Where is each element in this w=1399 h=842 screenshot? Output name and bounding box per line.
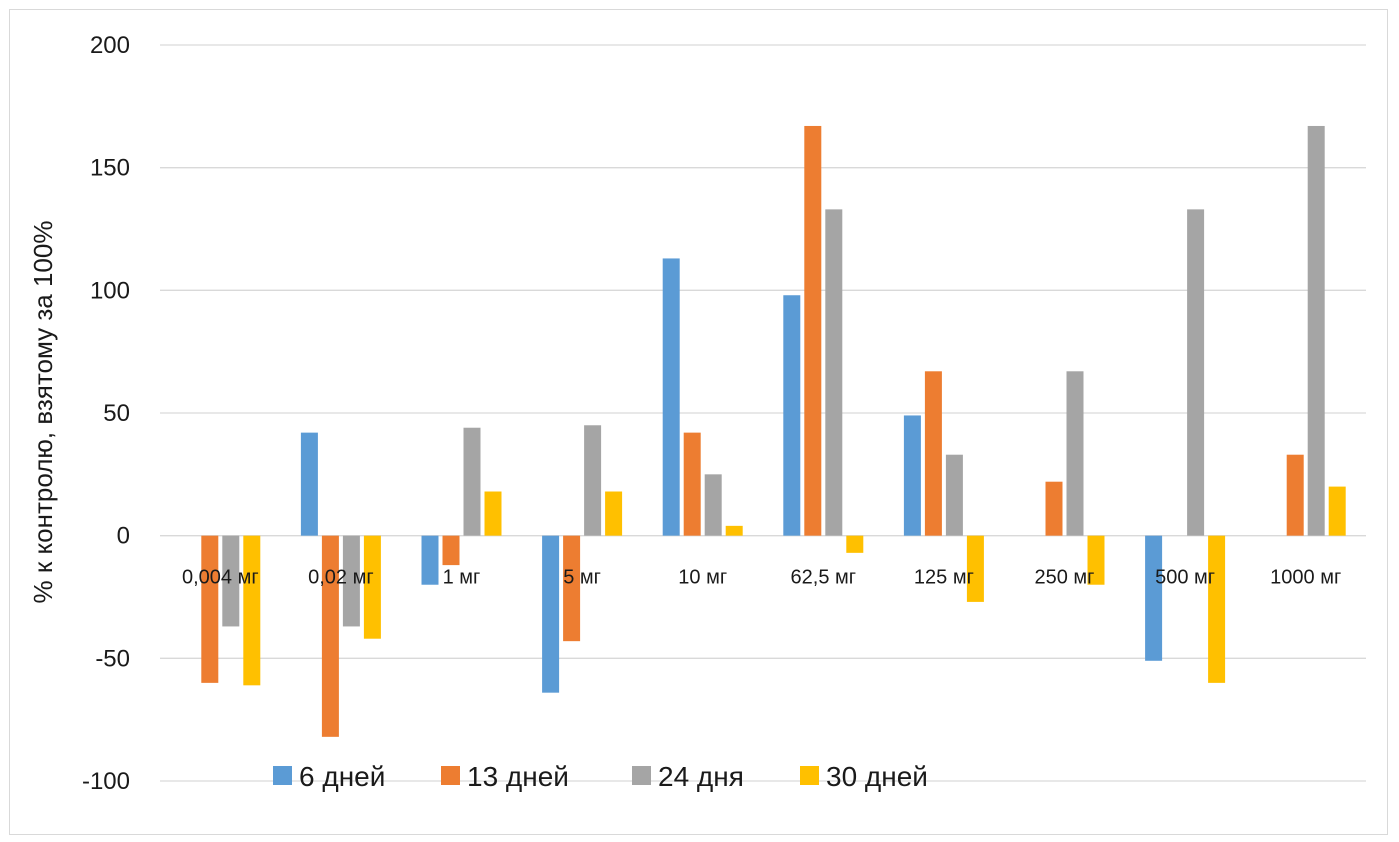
category-label: 5 мг — [563, 567, 601, 589]
bar — [1286, 454, 1304, 536]
bar — [725, 525, 743, 536]
category-label: 125 мг — [914, 567, 974, 589]
category-label: 250 мг — [1035, 567, 1095, 589]
bar — [1208, 535, 1226, 683]
bar — [1045, 481, 1063, 536]
bar — [1087, 535, 1105, 585]
bar — [563, 535, 581, 642]
bar — [321, 535, 339, 737]
bar — [463, 427, 481, 536]
bar — [300, 432, 318, 536]
gridlines — [160, 44, 1366, 782]
bar — [846, 535, 864, 553]
legend-label: 6 дней — [299, 761, 385, 792]
y-axis-title: % к контролю, взятому за 100% — [28, 221, 58, 604]
bar — [924, 371, 942, 536]
bar — [342, 535, 360, 627]
category-label: 500 мг — [1155, 567, 1215, 589]
bar — [584, 425, 602, 536]
legend-swatch — [441, 766, 460, 785]
bar — [243, 535, 261, 686]
y-tick-label: -100 — [82, 768, 130, 795]
legend-label: 24 дня — [658, 761, 744, 792]
bar — [783, 295, 801, 536]
bar — [804, 125, 822, 536]
category-label: 1 мг — [443, 567, 481, 589]
legend-swatch — [632, 766, 651, 785]
bars — [201, 125, 1346, 737]
legend: 6 дней 13 дней 24 дня 30 дней — [273, 761, 928, 792]
bar — [542, 535, 560, 693]
y-tick-label: 100 — [90, 277, 130, 304]
legend-label: 13 дней — [467, 761, 569, 792]
bar — [421, 535, 439, 585]
chart-frame — [9, 9, 1388, 835]
bar — [704, 474, 722, 536]
category-label: 0,02 мг — [308, 567, 374, 589]
category-labels: 0,004 мг 0,02 мг 1 мг 5 мг 10 мг 62,5 мг 125 м… — [182, 567, 1341, 589]
y-tick-label: 50 — [103, 400, 130, 427]
category-label: 62,5 мг — [791, 567, 857, 589]
legend-swatch — [273, 766, 292, 785]
y-tick-label: 200 — [90, 32, 130, 59]
bar — [1187, 209, 1205, 536]
bar — [1307, 125, 1325, 536]
y-axis-ticks: -100 -50 0 50 100 150 200 — [82, 32, 130, 795]
y-tick-label: 0 — [117, 523, 130, 550]
bar — [363, 535, 381, 639]
legend-swatch — [800, 766, 819, 785]
bar — [966, 535, 984, 602]
bar — [605, 491, 623, 536]
bar — [222, 535, 240, 627]
bar — [683, 432, 701, 536]
bar — [825, 209, 843, 536]
category-label: 0,004 мг — [182, 567, 259, 589]
y-tick-label: -50 — [95, 645, 130, 672]
bar — [201, 535, 219, 683]
legend-label: 30 дней — [826, 761, 928, 792]
bar — [484, 491, 502, 536]
y-tick-label: 150 — [90, 155, 130, 182]
bar — [945, 454, 963, 536]
category-label: 1000 мг — [1270, 567, 1341, 589]
bar — [1145, 535, 1163, 661]
bar — [1066, 371, 1084, 536]
bar — [903, 415, 921, 536]
bar — [1328, 486, 1346, 536]
bar — [662, 258, 680, 536]
bar — [442, 535, 460, 566]
category-label: 10 мг — [678, 567, 727, 589]
